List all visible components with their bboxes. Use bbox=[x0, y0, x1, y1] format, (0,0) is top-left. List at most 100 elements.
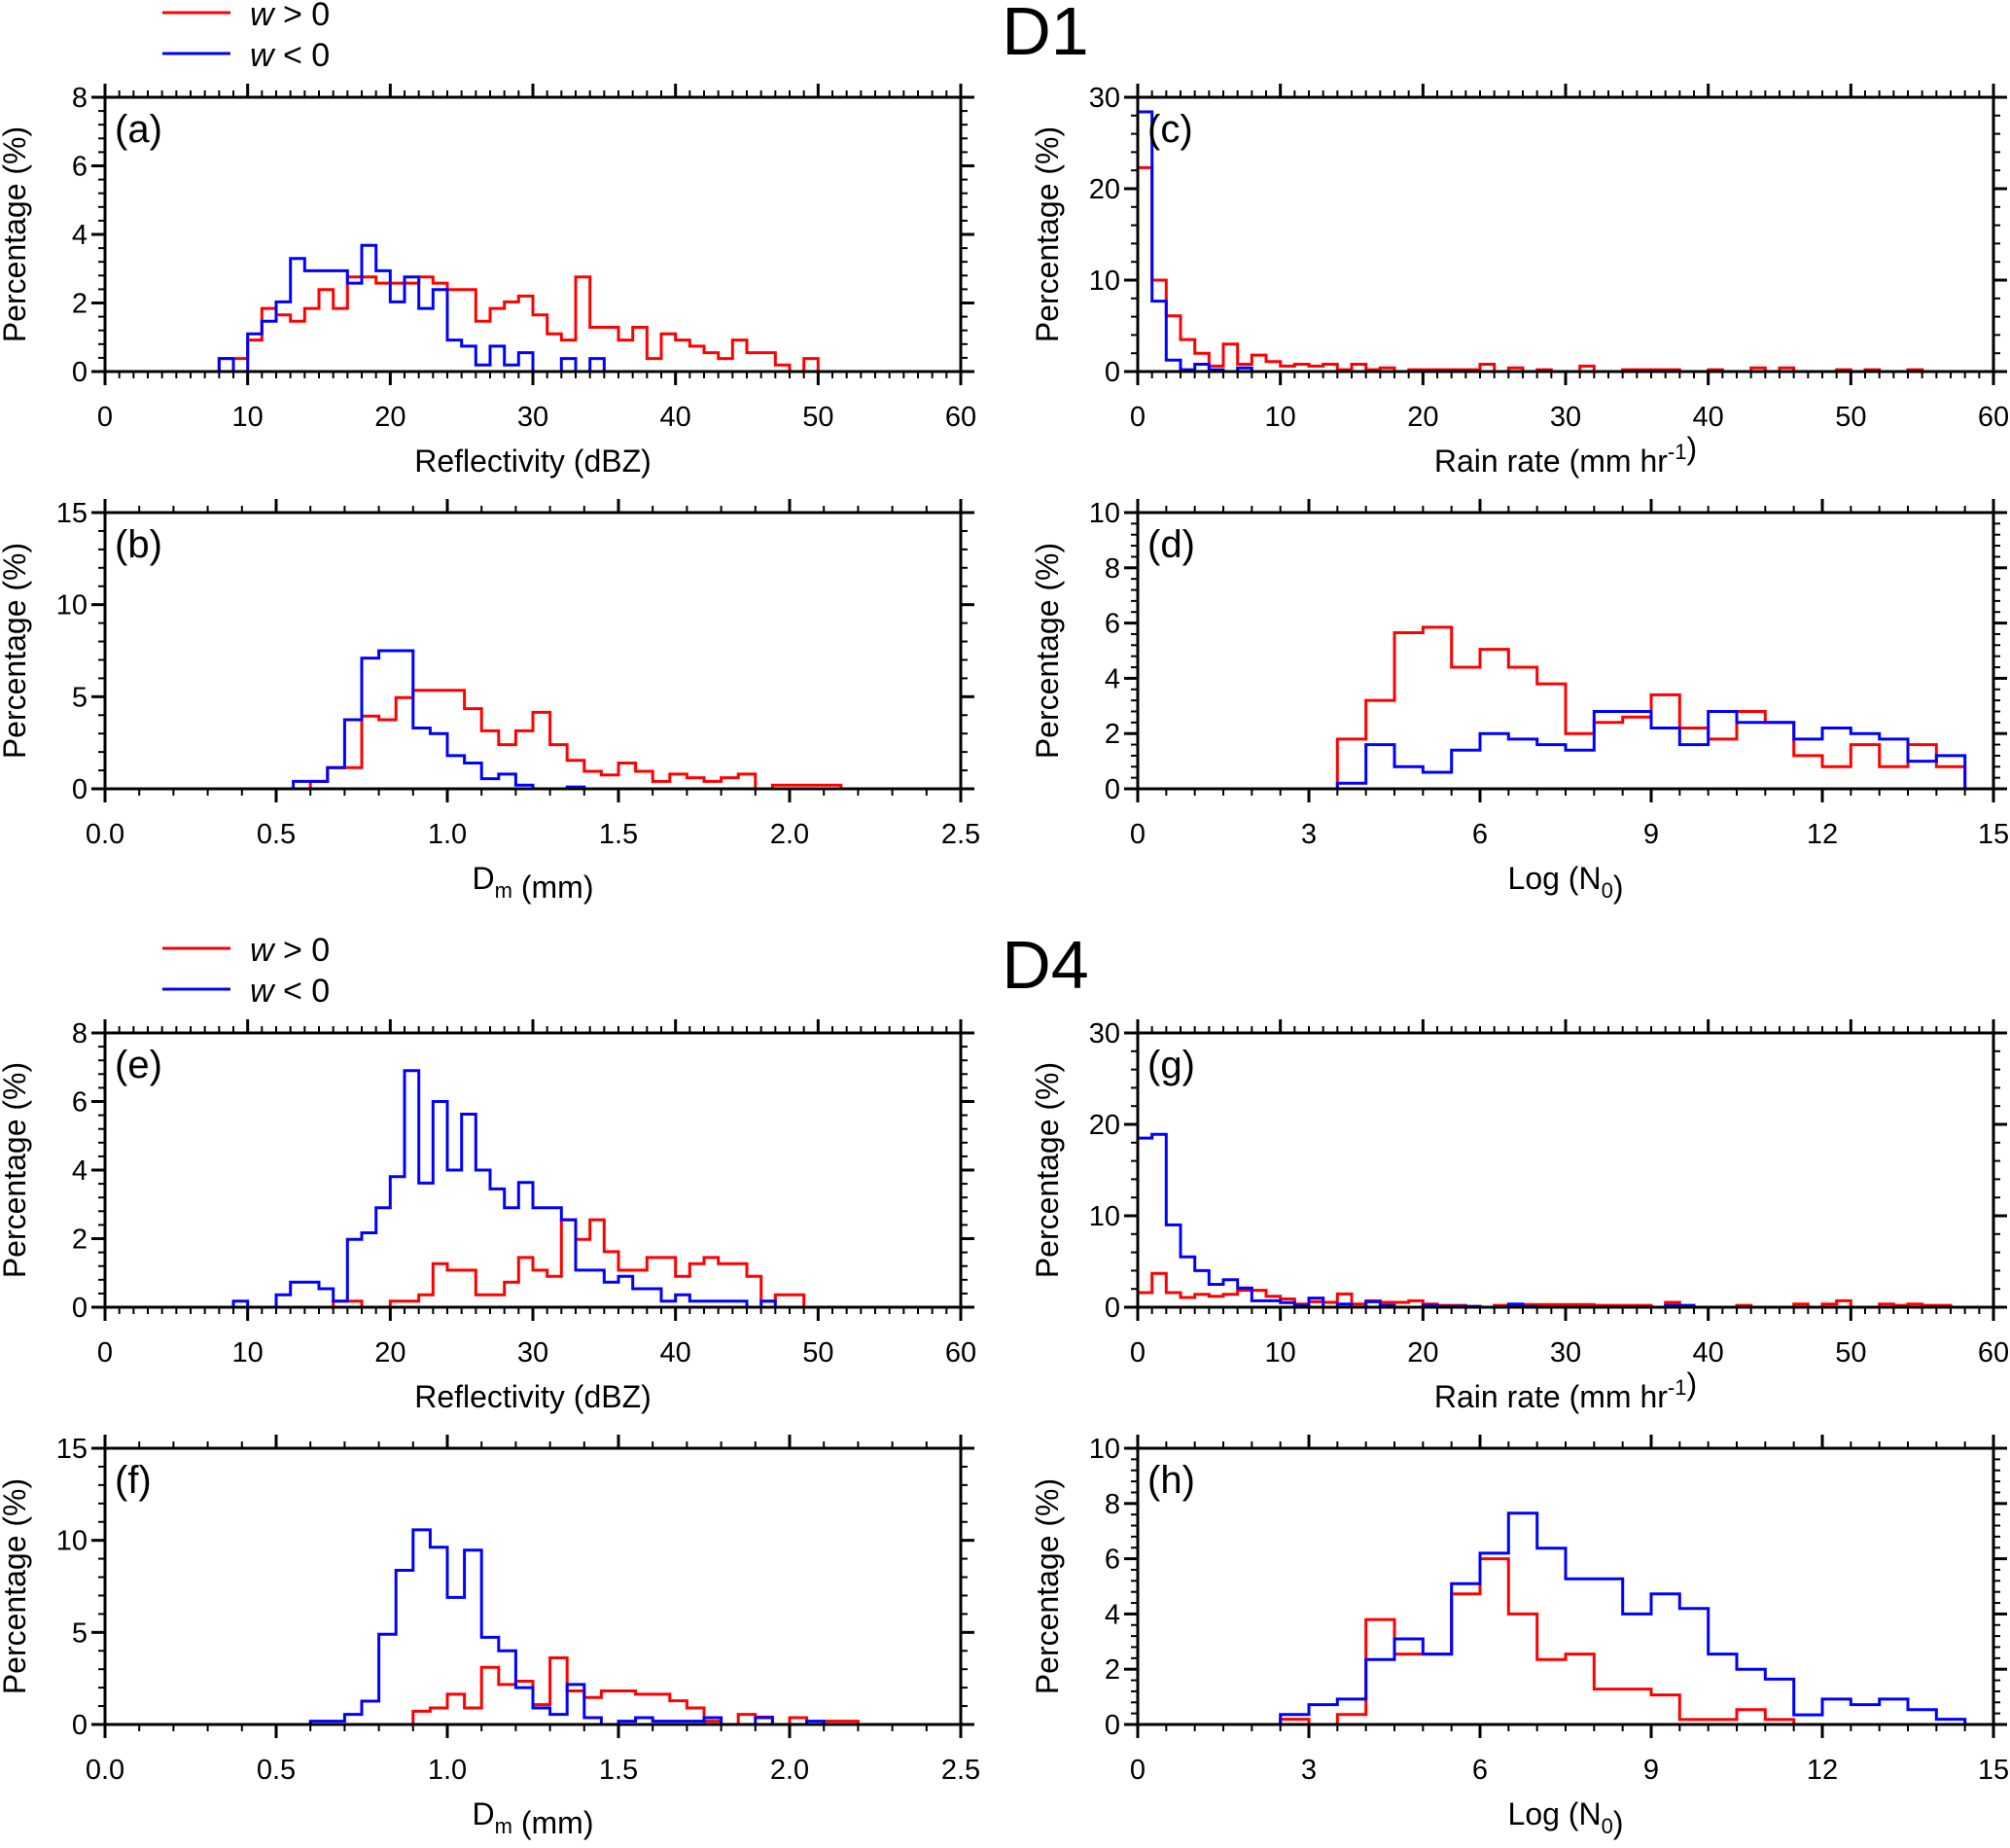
y-tick-label: 2 bbox=[1105, 1654, 1120, 1686]
y-tick-label: 4 bbox=[72, 1155, 88, 1187]
y-tick-label: 0 bbox=[1105, 357, 1120, 388]
x-tick-label: 10 bbox=[1265, 402, 1296, 433]
y-axis-title: Percentage (%) bbox=[1030, 543, 1065, 759]
x-tick-label: 0 bbox=[1130, 1337, 1146, 1368]
y-tick-label: 4 bbox=[1105, 1599, 1120, 1630]
x-tick-label: 6 bbox=[1472, 1755, 1488, 1786]
x-tick-label: 15 bbox=[1978, 819, 2009, 850]
x-tick-label: 0 bbox=[97, 402, 113, 433]
y-tick-label: 20 bbox=[1089, 174, 1120, 205]
x-axis-title-part: D bbox=[473, 861, 495, 896]
x-axis-title-part: Log (N bbox=[1508, 1796, 1602, 1831]
legend-label-w-positive: w > 0 bbox=[250, 0, 330, 33]
histogram-series-w-negative bbox=[1136, 1132, 1709, 1309]
x-axis-title-part: -1 bbox=[1668, 440, 1687, 464]
panel-label: (e) bbox=[115, 1044, 162, 1086]
x-tick-label: 20 bbox=[374, 1337, 406, 1368]
x-axis-title: Reflectivity (dBZ) bbox=[414, 444, 652, 479]
y-axis-title: Percentage (%) bbox=[0, 543, 32, 759]
y-tick-label: 0 bbox=[72, 1710, 88, 1741]
histogram-series-w-negative bbox=[1136, 110, 1266, 373]
x-tick-label: 1.0 bbox=[428, 1755, 467, 1786]
y-tick-label: 0 bbox=[72, 1293, 88, 1324]
panel-label: (g) bbox=[1147, 1044, 1195, 1086]
x-tick-label: 9 bbox=[1643, 1755, 1659, 1786]
histogram-series-w-negative bbox=[293, 1528, 841, 1726]
y-tick-label: 8 bbox=[72, 83, 88, 114]
histogram-series-w-positive bbox=[396, 1656, 875, 1726]
histogram-series-w-positive bbox=[293, 689, 859, 791]
x-axis-title-part: m bbox=[495, 878, 512, 903]
x-tick-label: 30 bbox=[1550, 402, 1581, 433]
y-tick-label: 10 bbox=[1089, 498, 1120, 529]
panel-a: 0 10 20 30 40 50 60 0 2 4 6 8 (a) Reflectivity (dBZ) P… bbox=[0, 83, 976, 479]
x-tick-label: 50 bbox=[802, 1337, 833, 1368]
plot-frame bbox=[1136, 1031, 1995, 1309]
x-tick-label: 40 bbox=[1693, 402, 1724, 433]
y-tick-label: 15 bbox=[56, 1434, 88, 1465]
x-tick-label: 50 bbox=[802, 402, 833, 433]
x-tick-label: 20 bbox=[1407, 1337, 1438, 1368]
y-tick-label: 30 bbox=[1089, 1018, 1120, 1049]
x-axis-title: Reflectivity (dBZ) bbox=[414, 1379, 652, 1414]
y-tick-label: 8 bbox=[1105, 1489, 1120, 1520]
histogram-series-w-positive bbox=[1309, 625, 1967, 791]
x-tick-label: 0 bbox=[1130, 1755, 1146, 1786]
x-tick-label: 50 bbox=[1835, 1337, 1866, 1368]
panel-f: 0.0 0.5 1.0 1.5 2.0 2.5 0 5 10 15 (f) Dm (mm) Percen… bbox=[0, 1434, 980, 1840]
x-axis-title-part: Rain rate (mm hr bbox=[1434, 1379, 1668, 1414]
group-title-d4: D4 bbox=[1002, 927, 1088, 1003]
x-axis-title: Rain rate (mm hr-1) bbox=[1434, 431, 1697, 479]
histogram-series-w-negative bbox=[276, 649, 602, 791]
y-tick-label: 6 bbox=[1105, 609, 1120, 640]
y-tick-label: 4 bbox=[72, 220, 88, 251]
x-tick-label: 0.5 bbox=[257, 1755, 296, 1786]
x-tick-label: 50 bbox=[1835, 402, 1866, 433]
x-tick-label: 60 bbox=[1978, 402, 2009, 433]
y-tick-label: 0 bbox=[72, 357, 88, 388]
y-axis-title: Percentage (%) bbox=[0, 1062, 32, 1278]
y-tick-label: 20 bbox=[1089, 1110, 1120, 1141]
x-tick-label: 10 bbox=[232, 402, 264, 433]
x-tick-label: 6 bbox=[1472, 819, 1488, 850]
plot-frame bbox=[1136, 1446, 1995, 1726]
y-tick-label: 10 bbox=[1089, 1434, 1120, 1465]
x-axis-title-part: ) bbox=[1686, 431, 1697, 466]
histogram-series-w-negative bbox=[217, 243, 618, 373]
x-axis-title: Dm (mm) bbox=[473, 861, 594, 905]
histogram-series-w-negative bbox=[219, 1069, 790, 1309]
x-tick-label: 30 bbox=[517, 402, 548, 433]
y-tick-label: 0 bbox=[1105, 1293, 1120, 1324]
panel-label: (c) bbox=[1147, 108, 1193, 151]
x-axis-title-part: m bbox=[495, 1814, 512, 1838]
histogram-series-w-negative bbox=[1309, 710, 1967, 791]
x-tick-label: 40 bbox=[660, 1337, 691, 1368]
y-axis-title: Percentage (%) bbox=[1030, 1062, 1065, 1278]
group-d1-header: w > 0 w < 0 D1 bbox=[162, 0, 1089, 74]
x-tick-label: 40 bbox=[1693, 1337, 1724, 1368]
x-axis-title-part: 0 bbox=[1602, 1814, 1613, 1838]
x-tick-label: 2.0 bbox=[770, 819, 809, 850]
panel-b: 0.0 0.5 1.0 1.5 2.0 2.5 0 5 10 15 (b) Dm (mm) Percen… bbox=[0, 498, 980, 905]
panel-label: (h) bbox=[1147, 1459, 1195, 1502]
y-tick-label: 10 bbox=[1089, 266, 1120, 297]
y-tick-label: 0 bbox=[1105, 1710, 1120, 1741]
x-axis-title-part: Log (N bbox=[1508, 861, 1602, 896]
y-tick-label: 6 bbox=[72, 1087, 88, 1119]
legend-label-w-negative: w < 0 bbox=[250, 973, 330, 1010]
x-tick-label: 12 bbox=[1807, 819, 1838, 850]
x-axis-title-part: ) bbox=[1613, 1805, 1624, 1840]
x-tick-label: 3 bbox=[1301, 819, 1317, 850]
plot-frame bbox=[103, 95, 963, 373]
legend-label-w-negative: w < 0 bbox=[250, 37, 330, 74]
panel-label: (f) bbox=[115, 1459, 152, 1502]
y-tick-label: 15 bbox=[56, 498, 88, 529]
x-tick-label: 0.0 bbox=[86, 819, 124, 850]
y-axis-title: Percentage (%) bbox=[0, 126, 32, 342]
plot-frame bbox=[103, 1446, 963, 1726]
histogram-series-w-positive bbox=[1136, 165, 1951, 373]
y-axis-title: Percentage (%) bbox=[1030, 1478, 1065, 1694]
